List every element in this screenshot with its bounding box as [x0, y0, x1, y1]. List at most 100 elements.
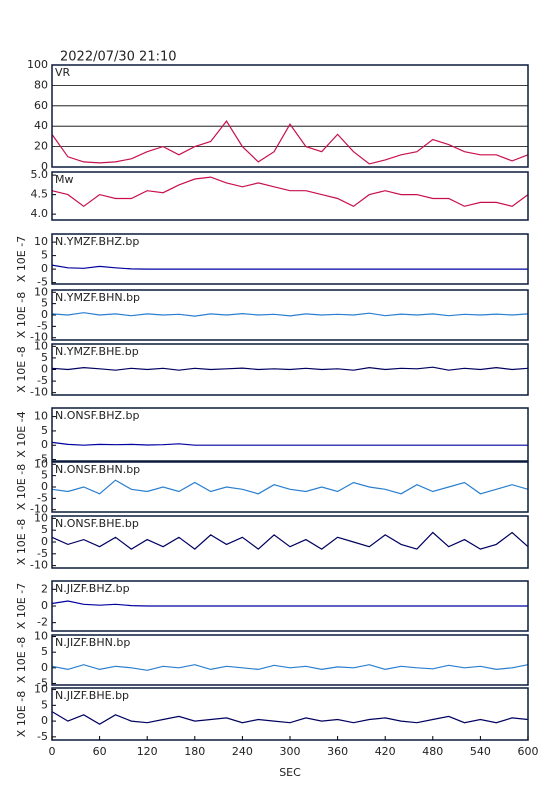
trace [51, 711, 529, 725]
trace [51, 120, 529, 165]
panel-label: N.YMZF.BHE.bp [55, 345, 139, 358]
y-axis-label: X 10E -8 [15, 691, 28, 737]
y-tick-label: 5 [41, 297, 48, 310]
x-tick-label: 60 [93, 745, 107, 758]
trace [51, 312, 529, 317]
y-tick-label: 40 [34, 119, 48, 132]
y-tick-label: 0 [41, 262, 48, 275]
panel-frame [51, 171, 529, 221]
y-axis-label: X 10E -8 [15, 637, 28, 683]
y-tick-label: 5 [41, 645, 48, 658]
y-tick-label: 5 [41, 523, 48, 536]
y-tick-label: 80 [34, 78, 48, 91]
panel-label: VR [55, 66, 71, 79]
panel-frame [51, 233, 529, 285]
x-tick-label: 120 [137, 745, 158, 758]
y-axis-label: X 10E -4 [15, 411, 28, 457]
x-tick-label: 180 [184, 745, 205, 758]
y-tick-label: 0 [41, 714, 48, 727]
y-tick-label: 10 [34, 630, 48, 643]
y-axis-label: X 10E -8 [15, 346, 28, 392]
y-tick-label: 60 [34, 99, 48, 112]
panel-label: N.ONSF.BHN.bp [55, 463, 140, 476]
y-tick-label: -5 [37, 319, 48, 332]
y-axis-label: X 10E -7 [15, 583, 28, 629]
y-tick-label: -5 [37, 374, 48, 387]
y-tick-label: 10 [34, 285, 48, 298]
y-tick-label: -10 [30, 503, 48, 516]
y-tick-label: 0 [41, 535, 48, 548]
y-tick-label: 5 [41, 249, 48, 262]
y-tick-label: 10 [34, 235, 48, 248]
y-tick-label: 4.5 [31, 188, 49, 201]
x-tick-label: 300 [280, 745, 301, 758]
y-tick-label: 4.0 [31, 207, 49, 220]
trace [51, 664, 529, 671]
panel-label: Mw [55, 173, 74, 186]
y-tick-label: 10 [34, 339, 48, 352]
panel-frame [51, 580, 529, 632]
y-tick-label: 10 [34, 511, 48, 524]
y-tick-label: -5 [37, 453, 48, 466]
y-tick-label: 5 [41, 698, 48, 711]
trace [51, 441, 528, 446]
y-tick-label: -10 [30, 331, 48, 344]
y-tick-label: 0 [41, 480, 48, 493]
y-tick-label: -10 [30, 559, 48, 572]
trace [51, 366, 529, 371]
panel-label: N.JIZF.BHN.bp [55, 636, 130, 649]
y-tick-label: -5 [37, 676, 48, 689]
panel-frame [51, 515, 529, 569]
x-tick-label: 540 [470, 745, 491, 758]
x-tick-label: 480 [422, 745, 443, 758]
y-tick-label: 10 [34, 410, 48, 423]
trace [51, 176, 529, 208]
x-axis-label: SEC [279, 766, 301, 779]
panel-frame [51, 343, 529, 396]
y-tick-label: 10 [34, 457, 48, 470]
panel-label: N.JIZF.BHZ.bp [55, 582, 130, 595]
y-tick-label: 0 [41, 363, 48, 376]
x-tick-label: 240 [232, 745, 253, 758]
chart-title: 2022/07/30 21:10 [60, 50, 177, 65]
y-tick-label: 5 [41, 469, 48, 482]
y-tick-label: 2 [41, 582, 48, 595]
y-tick-label: -5 [37, 491, 48, 504]
y-tick-label: 5 [41, 424, 48, 437]
y-tick-label: 20 [34, 140, 48, 153]
y-tick-label: 0 [41, 438, 48, 451]
panel-label: N.YMZF.BHN.bp [55, 291, 140, 304]
panel-frame [51, 407, 529, 462]
panel-frame [51, 634, 529, 686]
y-tick-label: 0 [41, 661, 48, 674]
trace [51, 479, 529, 495]
trace [51, 600, 528, 607]
y-tick-label: 10 [34, 683, 48, 696]
panel-label: N.ONSF.BHZ.bp [55, 409, 139, 422]
trace [51, 531, 529, 550]
y-tick-label: 5 [41, 351, 48, 364]
y-axis-label: X 10E -8 [15, 464, 28, 510]
panel-frame [51, 461, 529, 513]
y-tick-label: 5.0 [31, 168, 49, 181]
panel-label: N.YMZF.BHZ.bp [55, 235, 139, 248]
x-tick-label: 0 [49, 745, 56, 758]
y-axis-label: X 10E -7 [15, 236, 28, 282]
y-tick-label: 0 [41, 160, 48, 173]
y-tick-label: -2 [37, 616, 48, 629]
x-tick-label: 420 [375, 745, 396, 758]
panel-frame [51, 64, 529, 168]
y-axis-label: X 10E -8 [15, 292, 28, 338]
panel-label: N.ONSF.BHE.bp [55, 517, 139, 530]
panel-frame [51, 289, 529, 341]
x-tick-label: 600 [518, 745, 539, 758]
trace [51, 264, 528, 270]
x-tick-label: 360 [327, 745, 348, 758]
y-tick-label: -5 [37, 276, 48, 289]
y-axis-label: X 10E -8 [15, 519, 28, 565]
y-tick-label: 0 [41, 599, 48, 612]
panel-label: N.JIZF.BHE.bp [55, 689, 129, 702]
y-tick-label: 100 [27, 58, 48, 71]
y-tick-label: 0 [41, 308, 48, 321]
